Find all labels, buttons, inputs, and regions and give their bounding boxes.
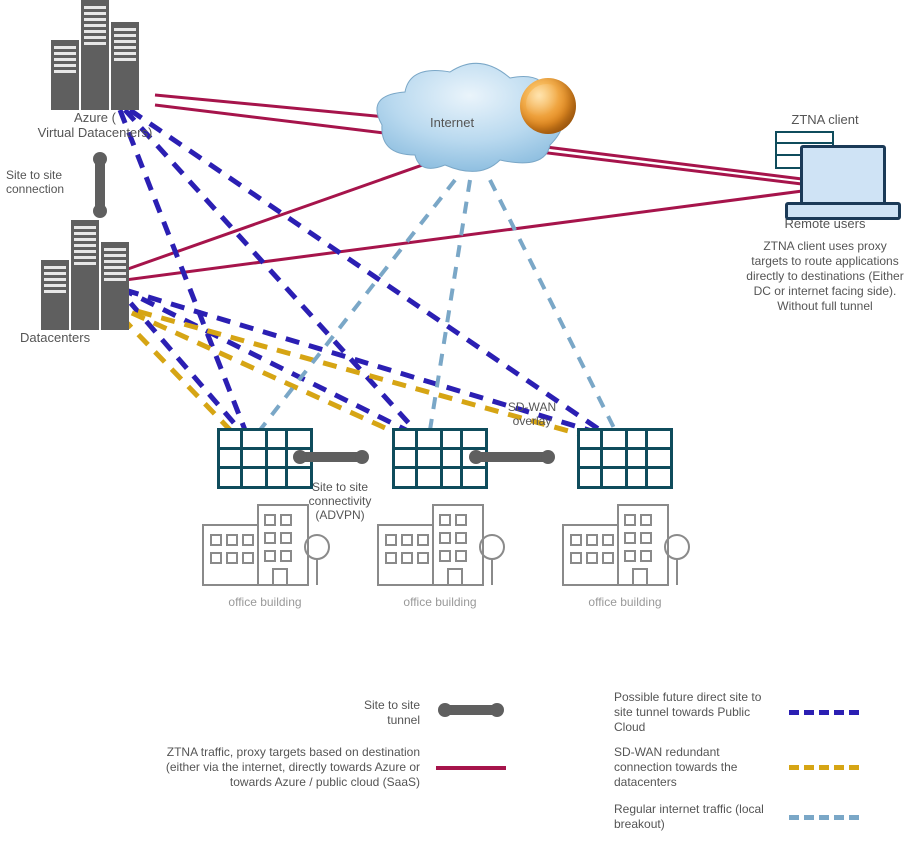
solid-line-icon [436, 766, 506, 770]
ztna-client-node: ZTNA client Remote users ZTNA client use… [745, 112, 905, 314]
office-3: office building [555, 428, 695, 609]
site-pipe-2-3-icon [472, 452, 552, 462]
site-to-site-pipe-icon [95, 155, 105, 215]
datacenter-icon [20, 220, 150, 330]
office-3-label: office building [555, 595, 695, 609]
office-1-label: office building [195, 595, 335, 609]
dash-line-icon [789, 765, 859, 770]
site-to-site-label: Site to siteconnection [6, 168, 86, 196]
datacenter-icon [30, 0, 160, 110]
pipe-icon [441, 705, 501, 715]
legend-tunnel-label: Site to sitetunnel [364, 698, 420, 727]
azure-node: Azure (Virtual Datacenters) [30, 0, 160, 140]
dash-line-icon [789, 710, 859, 715]
laptop-icon [785, 145, 895, 220]
legend-ztna-label: ZTNA traffic, proxy targets based on des… [166, 745, 420, 789]
internet-node: Internet [370, 60, 570, 193]
site-pipe-1-2-icon [296, 452, 366, 462]
office-building-icon [370, 495, 510, 595]
ztna-description: ZTNA client uses proxy targets to route … [745, 239, 905, 314]
sdwan-overlay-label: SD-WANoverlay [492, 400, 572, 428]
firewall-icon [577, 428, 673, 489]
legend-internet-label: Regular internet traffic (local breakout… [614, 802, 764, 831]
datacenters-node: Datacenters [20, 220, 150, 345]
globe-icon [520, 78, 576, 134]
internet-label: Internet [430, 115, 474, 130]
office-2-label: office building [370, 595, 510, 609]
legend-sdwan-label: SD-WAN redundant connection towards the … [614, 745, 737, 789]
dash-line-icon [789, 815, 859, 820]
legend-future-label: Possible future direct site to site tunn… [614, 690, 761, 734]
office-building-icon [555, 495, 695, 595]
ztna-title: ZTNA client [745, 112, 905, 127]
diagram-canvas: Azure (Virtual Datacenters) Site to site… [0, 0, 914, 863]
legend: Site to sitetunnel Possible future direc… [150, 685, 870, 837]
azure-label: Azure (Virtual Datacenters) [30, 110, 160, 140]
datacenters-label: Datacenters [20, 330, 150, 345]
